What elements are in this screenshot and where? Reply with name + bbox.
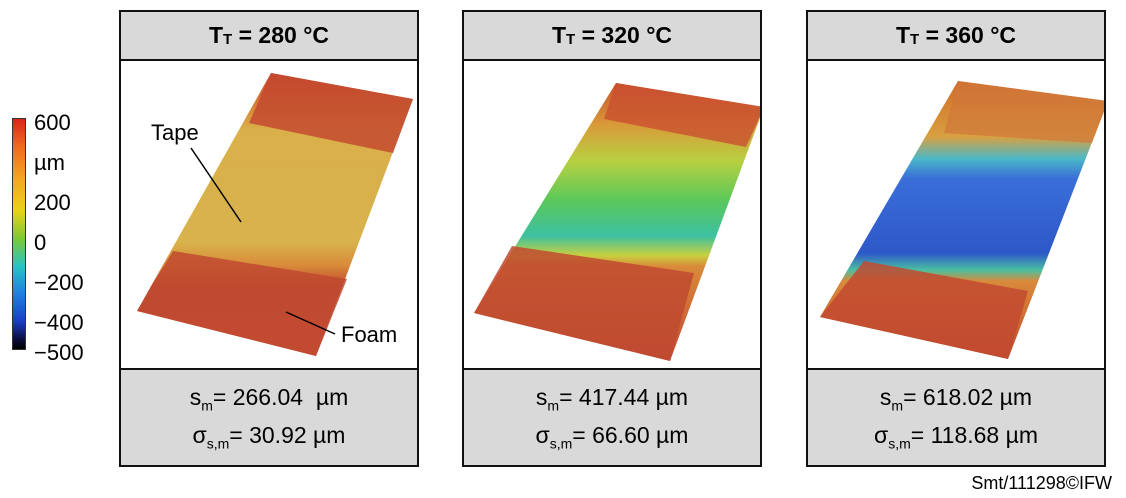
colorbar-label-minus500: −500 <box>34 340 84 365</box>
surface-scan-image <box>808 61 1104 371</box>
surface-scan-image <box>121 61 417 371</box>
tape-label: Tape <box>151 120 199 145</box>
image-credit: Smt/111298©IFW <box>971 473 1112 493</box>
mean-thickness: sm= 417.44 µm <box>535 384 689 414</box>
std-deviation: σs,m= 118.68 µm <box>873 422 1039 452</box>
colorbar-label-600: 600 <box>34 110 71 135</box>
height-colorbar <box>12 118 26 350</box>
foam-label: Foam <box>341 322 398 347</box>
mean-thickness: sm= 266.04 µm <box>189 384 349 414</box>
panel-stats: sm= 266.04 µm σs,m= 30.92 µm <box>121 368 417 465</box>
colorbar-label-minus400: −400 <box>34 310 84 335</box>
mean-thickness: sm= 618.02 µm <box>879 384 1033 414</box>
colorbar-label-unit: µm <box>34 150 66 175</box>
annotation-leaders <box>190 147 336 335</box>
colorbar-label-200: 200 <box>34 190 71 215</box>
std-deviation: σs,m= 30.92 µm <box>192 422 346 452</box>
colorbar-label-0: 0 <box>34 230 47 255</box>
panel-stats: sm= 417.44 µm σs,m= 66.60 µm <box>464 368 760 465</box>
panel-stats: sm= 618.02 µm σs,m= 118.68 µm <box>808 368 1104 465</box>
std-deviation: σs,m= 66.60 µm <box>535 422 689 452</box>
surface-scan-image <box>464 61 760 371</box>
colorbar-label-minus200: −200 <box>34 270 84 295</box>
